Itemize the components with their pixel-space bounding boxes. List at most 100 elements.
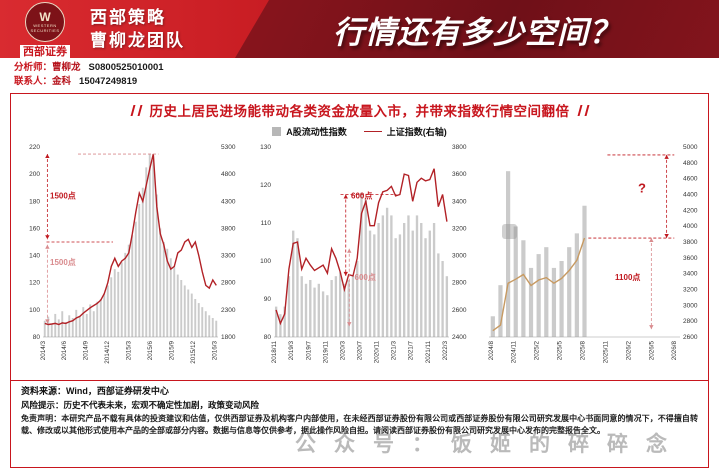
analyst-bar: 分析师：曹柳龙 S0800525010001 联系人：金科 15047249819	[0, 58, 719, 96]
svg-text:180: 180	[29, 198, 40, 205]
svg-text:3800: 3800	[683, 239, 698, 246]
svg-text:2015/12: 2015/12	[190, 341, 197, 364]
svg-text:2018/11: 2018/11	[271, 341, 278, 364]
svg-text:2014/3: 2014/3	[40, 341, 47, 361]
title-mark-right-icon	[577, 104, 589, 116]
svg-text:130: 130	[260, 144, 271, 151]
svg-text:1500点: 1500点	[50, 190, 76, 200]
svg-text:2019/7: 2019/7	[305, 341, 312, 361]
svg-text:110: 110	[261, 220, 272, 227]
svg-text:4000: 4000	[683, 223, 698, 230]
svg-text:2026/8: 2026/8	[671, 341, 678, 361]
svg-text:3400: 3400	[452, 198, 467, 205]
svg-text:2300: 2300	[221, 307, 236, 314]
svg-text:3200: 3200	[683, 287, 698, 294]
svg-text:3200: 3200	[452, 225, 467, 232]
contact-name: 金科	[52, 76, 72, 88]
svg-text:160: 160	[29, 225, 40, 232]
report-header: 行情还有多少空间？ W WESTERN SECURITIES 西部证券 西部策略…	[0, 0, 719, 60]
legend-bar-label: A股流动性指数	[286, 127, 347, 137]
svg-text:2026/5: 2026/5	[648, 341, 655, 361]
svg-text:90: 90	[264, 296, 272, 303]
chart-2024-2026: 5000 4800 4600 4400 4200 4000 3800 3600 3400 3200…	[488, 144, 698, 364]
svg-text:3800: 3800	[221, 225, 236, 232]
svg-text:1500点: 1500点	[50, 257, 76, 267]
analyst-code: S0800525010001	[88, 62, 164, 73]
svg-text:4300: 4300	[221, 198, 236, 205]
svg-text:1800: 1800	[221, 334, 236, 341]
svg-text:2024/8: 2024/8	[488, 341, 495, 361]
divider-rule	[11, 380, 708, 381]
svg-text:2021/11: 2021/11	[425, 341, 432, 364]
contact-label: 联系人：	[14, 76, 53, 88]
content-box: 历史上居民进场能带动各类资金放量入市，并带来指数行情空间翻倍 A股流动性指数 上…	[10, 93, 709, 468]
svg-text:2015/6: 2015/6	[147, 341, 154, 361]
legend-bar-swatch-icon	[272, 127, 282, 136]
svg-text:?: ?	[638, 181, 646, 196]
svg-text:4400: 4400	[683, 192, 698, 199]
brand-logo: W WESTERN SECURITIES 西部证券	[10, 2, 80, 60]
chart-2018-2022: 130 120 110 100 90 80 3800 3600 3400 3200 3000 2800…	[260, 144, 467, 364]
svg-text:2026/2: 2026/2	[625, 341, 632, 361]
svg-text:3800: 3800	[452, 144, 467, 151]
svg-text:100: 100	[29, 307, 40, 314]
svg-text:3000: 3000	[683, 302, 698, 309]
svg-text:2015/9: 2015/9	[168, 341, 175, 361]
svg-text:2025/8: 2025/8	[580, 341, 587, 361]
svg-text:4800: 4800	[221, 171, 236, 178]
svg-text:5000: 5000	[683, 144, 698, 151]
svg-text:2022/3: 2022/3	[442, 341, 449, 361]
svg-text:2600: 2600	[683, 334, 698, 341]
svg-text:600点: 600点	[351, 190, 372, 200]
svg-text:2800: 2800	[452, 280, 467, 287]
svg-text:4600: 4600	[683, 176, 698, 183]
analyst-row: 分析师：曹柳龙 S0800525010001	[14, 61, 719, 75]
section-title: 历史上居民进场能带动各类资金放量入市，并带来指数行情空间翻倍	[149, 104, 570, 119]
svg-text:1100点: 1100点	[615, 272, 640, 282]
legend-line-label: 上证指数(右轴)	[386, 127, 447, 137]
svg-text:3300: 3300	[221, 253, 236, 260]
svg-text:120: 120	[29, 280, 40, 287]
analyst-name: 曹柳龙	[52, 62, 81, 73]
strategy-team-line1: 西部策略	[90, 8, 166, 27]
western-securities-logo-icon: W WESTERN SECURITIES	[25, 2, 65, 42]
svg-text:2019/3: 2019/3	[288, 341, 295, 361]
svg-text:2016/3: 2016/3	[211, 341, 218, 361]
svg-text:5300: 5300	[221, 144, 236, 151]
svg-text:2021/7: 2021/7	[408, 341, 415, 361]
svg-text:2020/7: 2020/7	[357, 341, 364, 361]
svg-text:3400: 3400	[683, 271, 698, 278]
page-title: 行情还有多少空间？	[333, 14, 621, 50]
svg-text:2020/3: 2020/3	[339, 341, 346, 361]
svg-text:2020/11: 2020/11	[374, 341, 381, 364]
svg-text:2015/3: 2015/3	[126, 341, 133, 361]
section-title-row: 历史上居民进场能带动各类资金放量入市，并带来指数行情空间翻倍	[17, 100, 702, 120]
svg-text:80: 80	[33, 334, 41, 341]
svg-text:2025/5: 2025/5	[557, 341, 564, 361]
svg-text:120: 120	[260, 182, 271, 189]
svg-text:2019/11: 2019/11	[322, 341, 329, 364]
svg-text:4800: 4800	[683, 160, 698, 167]
svg-text:200: 200	[29, 171, 40, 178]
svg-text:2400: 2400	[452, 334, 467, 341]
svg-text:2600: 2600	[452, 307, 467, 314]
brand-name-cn: 西部证券	[20, 45, 70, 60]
svg-text:2024/11: 2024/11	[511, 341, 518, 364]
svg-text:100: 100	[260, 258, 271, 265]
team-block: 西部策略 曹柳龙团队	[90, 7, 185, 53]
contact-phone: 15047249819	[79, 76, 138, 88]
analyst-label: 分析师：	[14, 62, 53, 73]
risk-note: 风险提示：历史不代表未来，宏观不确定性加剧，政策变动风险	[21, 400, 260, 410]
svg-text:2800: 2800	[683, 318, 698, 325]
footer-notes: 资料来源：Wind，西部证券研发中心 风险提示：历史不代表未来，宏观不确定性加剧…	[17, 384, 702, 440]
title-mark-left-icon	[130, 104, 142, 116]
svg-text:3000: 3000	[452, 253, 467, 260]
svg-text:3600: 3600	[452, 171, 467, 178]
svg-text:80: 80	[264, 334, 272, 341]
svg-text:140: 140	[29, 253, 40, 260]
svg-text:2025/2: 2025/2	[534, 341, 541, 361]
contact-row: 联系人：金科 15047249819	[14, 75, 719, 89]
svg-text:2800: 2800	[221, 280, 236, 287]
title-banner: 行情还有多少空间？	[235, 0, 719, 58]
charts-row: 220 200 180 160 140 120 100 80 5300 4800 4300 3800 3…	[17, 139, 702, 379]
